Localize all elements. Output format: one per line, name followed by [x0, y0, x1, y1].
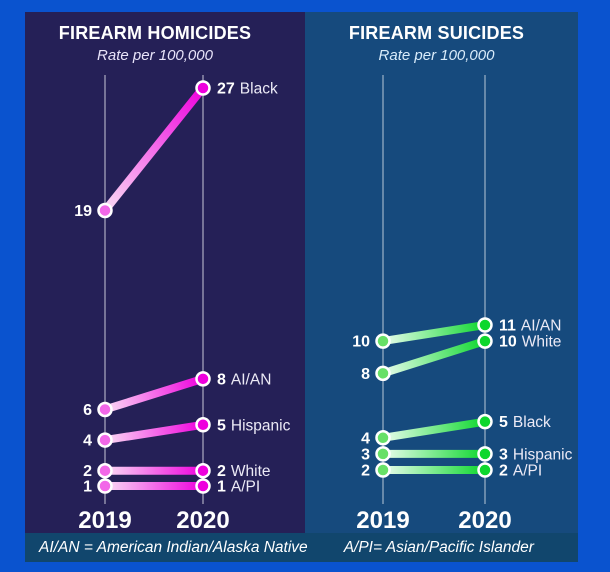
- value-label-2019-Hispanic: 4: [83, 433, 92, 450]
- dot-2019-White: [375, 365, 391, 382]
- homicides-slope-chart: 2019 2020 1 1 A/PI 2 2 White 4 5 Hispanic 6 8 AI/AN 19…: [74, 75, 291, 533]
- value-label-2020-A/PI: 1 A/PI: [217, 479, 260, 496]
- dot-2019-AI/AN: [375, 333, 391, 349]
- value-label-2020-White: 2 White: [217, 463, 271, 480]
- footnote-aian: AI/AN = American Indian/Alaska Native: [39, 538, 308, 556]
- year-label: 2020: [176, 507, 229, 533]
- slope-line-AI/AN: [379, 321, 489, 346]
- footnote-bar: AI/AN = American Indian/Alaska Native A/…: [25, 533, 578, 562]
- dot-2019-White: [97, 462, 113, 479]
- value-label-2019-Hispanic: 3: [361, 446, 370, 463]
- value-label-2020-Hispanic: 5 Hispanic: [217, 417, 291, 434]
- footnote-api: A/PI= Asian/Pacific Islander: [343, 538, 534, 556]
- value-label-2020-Black: 27 Black: [217, 81, 278, 98]
- slope-line-White: [379, 337, 489, 378]
- year-label: 2019: [356, 507, 409, 533]
- value-label-2019-Black: 19: [74, 203, 92, 220]
- value-label-2019-Black: 4: [361, 430, 370, 447]
- dot-2020-AI/AN: [195, 371, 211, 387]
- dot-2019-AI/AN: [97, 401, 113, 418]
- slope-line-Black: [101, 84, 207, 215]
- dot-2020-AI/AN: [477, 317, 493, 333]
- value-label-2020-AI/AN: 8 AI/AN: [217, 371, 271, 388]
- value-label-2020-AI/AN: 11 AI/AN: [499, 318, 561, 335]
- dot-2020-Black: [477, 413, 493, 430]
- dot-2020-A/PI: [477, 462, 493, 478]
- dot-2019-Black: [375, 430, 391, 446]
- value-label-2020-Hispanic: 3 Hispanic: [499, 446, 573, 463]
- dot-2020-A/PI: [195, 478, 211, 494]
- dot-2020-Black: [195, 80, 211, 96]
- homicides-panel: FIREARM HOMICIDES Rate per 100,000 2019 2…: [25, 12, 305, 533]
- value-label-2019-AI/AN: 10: [352, 334, 370, 351]
- dot-2019-A/PI: [97, 478, 113, 494]
- slope-line-Black: [379, 417, 489, 442]
- slope-line-AI/AN: [101, 374, 207, 414]
- dot-2019-Hispanic: [97, 432, 113, 448]
- value-label-2019-A/PI: 1: [83, 479, 92, 496]
- value-label-2019-White: 2: [83, 463, 92, 480]
- dot-2019-A/PI: [375, 462, 391, 478]
- slope-line-Hispanic: [101, 420, 207, 445]
- value-label-2019-White: 8: [361, 366, 370, 383]
- year-label: 2020: [458, 507, 511, 533]
- suicides-panel: FIREARM SUICIDES Rate per 100,000 2019 20…: [305, 12, 578, 533]
- value-label-2020-A/PI: 2 A/PI: [499, 463, 542, 480]
- dot-2019-Hispanic: [375, 446, 391, 462]
- dot-2020-Hispanic: [195, 417, 211, 433]
- value-label-2020-Black: 5 Black: [499, 414, 551, 431]
- value-label-2019-AI/AN: 6: [83, 402, 92, 419]
- year-label: 2019: [78, 507, 131, 533]
- value-label-2019-A/PI: 2: [361, 463, 370, 480]
- dot-2020-White: [195, 462, 211, 479]
- value-label-2020-White: 10 White: [499, 334, 561, 351]
- dot-2020-White: [477, 333, 493, 349]
- dot-2020-Hispanic: [477, 446, 493, 462]
- dot-2019-Black: [97, 202, 113, 219]
